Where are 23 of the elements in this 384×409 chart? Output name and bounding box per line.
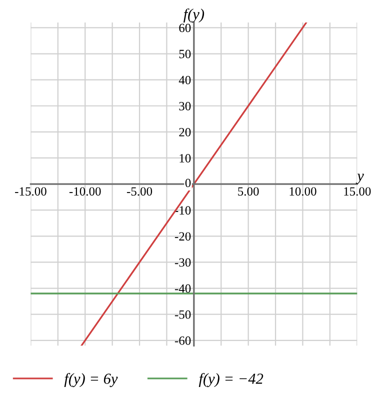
x-tick-label: -10.00 — [69, 187, 101, 196]
y-tick-label: -50 — [174, 310, 191, 319]
y-tick-label: 10 — [180, 154, 191, 162]
y-tick-label: -20 — [174, 232, 191, 241]
y-tick-label: 60 — [179, 24, 191, 32]
y-tick-label: -60 — [174, 336, 191, 345]
x-axis-title: y — [356, 174, 364, 184]
y-tick-label: -40 — [174, 284, 191, 293]
y-tick-label: 40 — [178, 76, 191, 84]
y-tick-label: -10 — [174, 206, 191, 215]
x-tick-label: -15.00 — [15, 187, 46, 196]
x-tick-label: 15.00 — [344, 187, 371, 196]
legend-label: f(y) = −42 — [198, 373, 264, 388]
x-tick-label: -5.00 — [126, 187, 152, 196]
legend-label: f(y) = 6y — [64, 373, 118, 388]
x-tick-label: 10.00 — [290, 187, 316, 196]
y-tick-label: 50 — [179, 50, 191, 58]
y-tick-label: 30 — [179, 102, 191, 110]
y-tick-label: -30 — [174, 258, 191, 267]
y-tick-label: 0 — [185, 178, 191, 188]
x-tick-label: 5.00 — [238, 187, 259, 196]
y-axis-title: f(y) — [183, 8, 204, 22]
y-tick-label: 20 — [179, 128, 191, 136]
